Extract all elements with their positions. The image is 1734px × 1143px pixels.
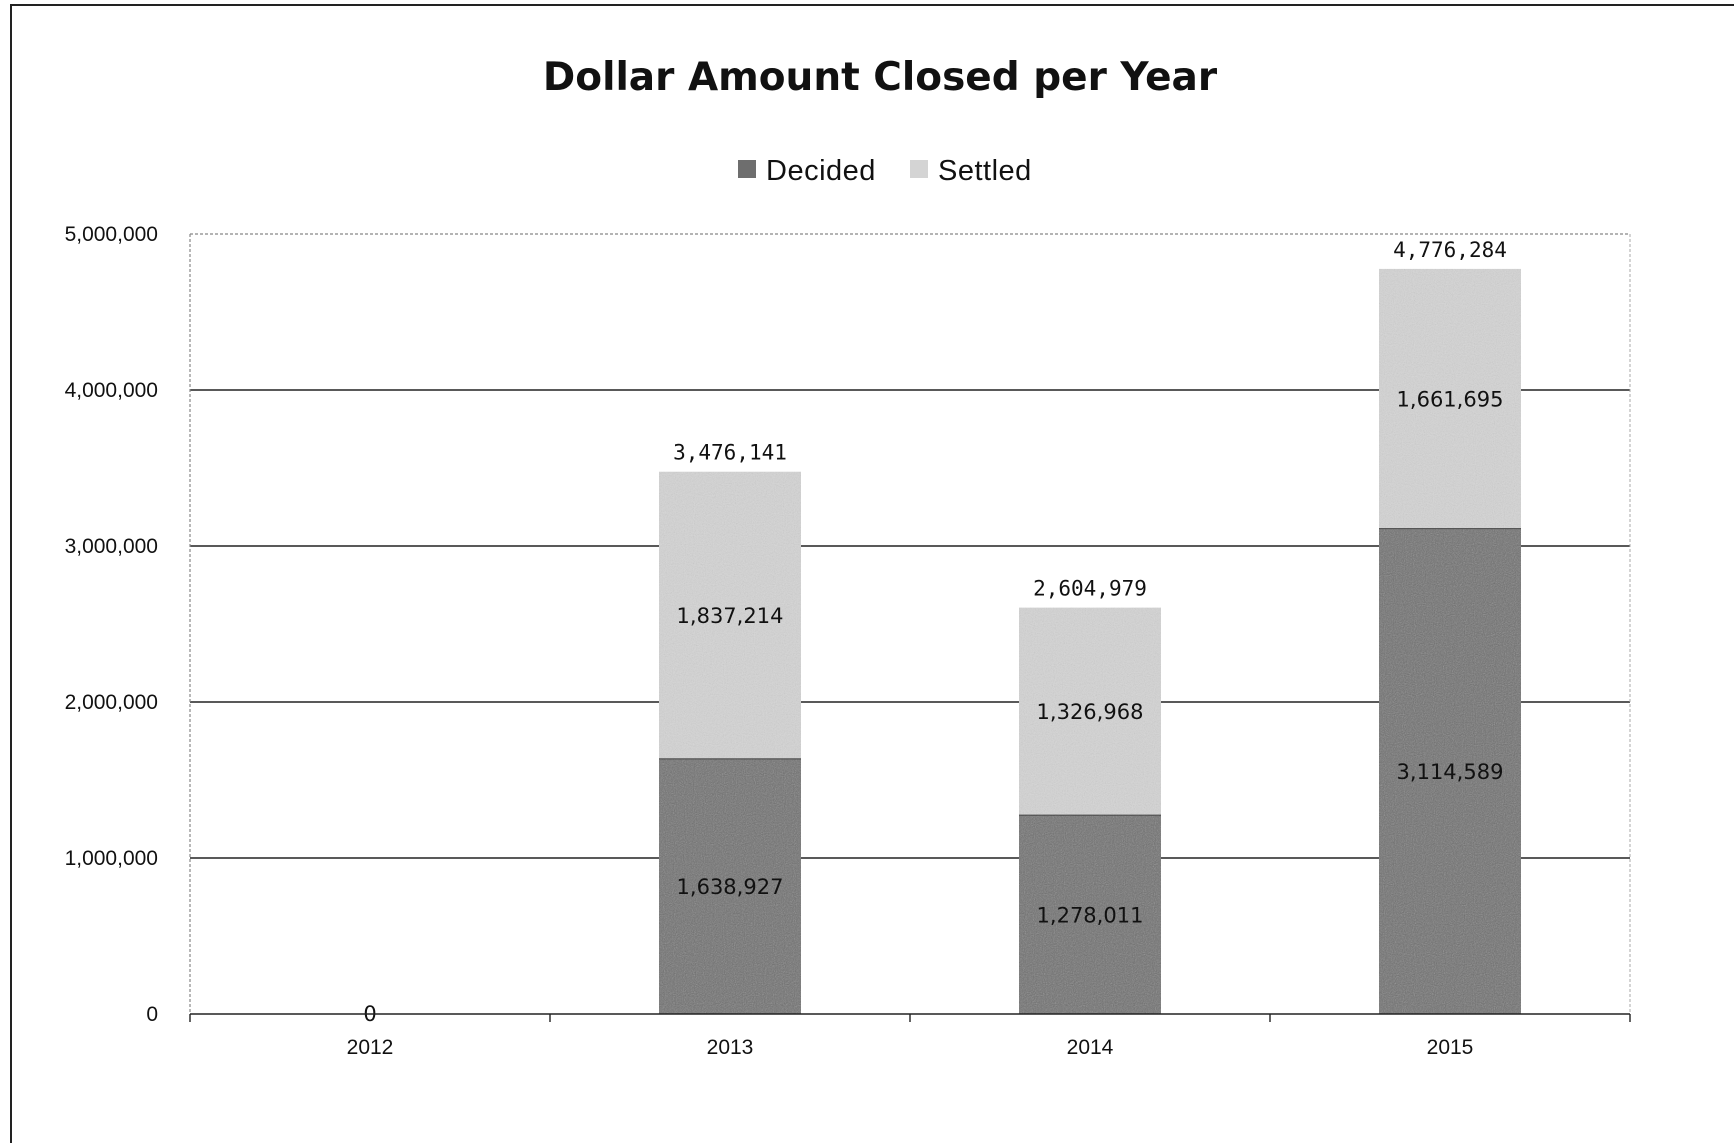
legend-label-decided: Decided [766,155,876,187]
bar-settled-2014 [1019,607,1161,815]
y-tick-label: 0 [146,1003,158,1026]
legend-label-settled: Settled [938,155,1032,187]
x-tick-label: 2014 [1067,1036,1114,1059]
bars [659,268,1521,1014]
legend-swatch-decided [738,160,756,178]
data-labels: 01,638,9271,837,2143,476,1411,278,0111,3… [363,238,1507,1026]
x-tick-label: 2015 [1427,1036,1474,1059]
total-label: 2,604,979 [1033,577,1147,601]
bar-decided-2013 [659,758,801,1014]
data-label-settled: 1,326,968 [1037,700,1144,724]
bar-settled-2015 [1379,268,1521,529]
y-tick-label: 1,000,000 [65,847,158,870]
y-tick-label: 2,000,000 [65,691,158,714]
bar-settled-2013 [659,471,801,759]
data-label-decided: 1,638,927 [677,875,784,899]
x-tick-label: 2013 [707,1036,754,1059]
data-label-settled: 1,661,695 [1397,388,1504,412]
data-label-decided: 3,114,589 [1397,760,1504,784]
y-tick-label: 3,000,000 [65,535,158,558]
y-axis: 0 1,000,000 2,000,000 3,000,000 4,000,000 5,0… [65,223,1631,1026]
data-label-settled: 1,837,214 [677,604,784,628]
chart-title: Dollar Amount Closed per Year [543,55,1218,100]
chart-frame [10,4,1734,1143]
y-tick-label: 4,000,000 [65,379,158,402]
x-tick-label: 2012 [347,1036,394,1059]
bar-decided-2015 [1379,528,1521,1014]
legend-swatch-settled [910,160,928,178]
data-label-decided: 1,278,011 [1037,903,1144,927]
total-label: 4,776,284 [1393,238,1507,262]
x-axis: 2012 2013 2014 2015 [189,1013,1631,1059]
total-label: 3,476,141 [673,441,787,465]
y-tick-label: 5,000,000 [65,223,158,246]
bar-decided-2014 [1019,814,1161,1014]
legend: Decided Settled [738,155,1032,187]
